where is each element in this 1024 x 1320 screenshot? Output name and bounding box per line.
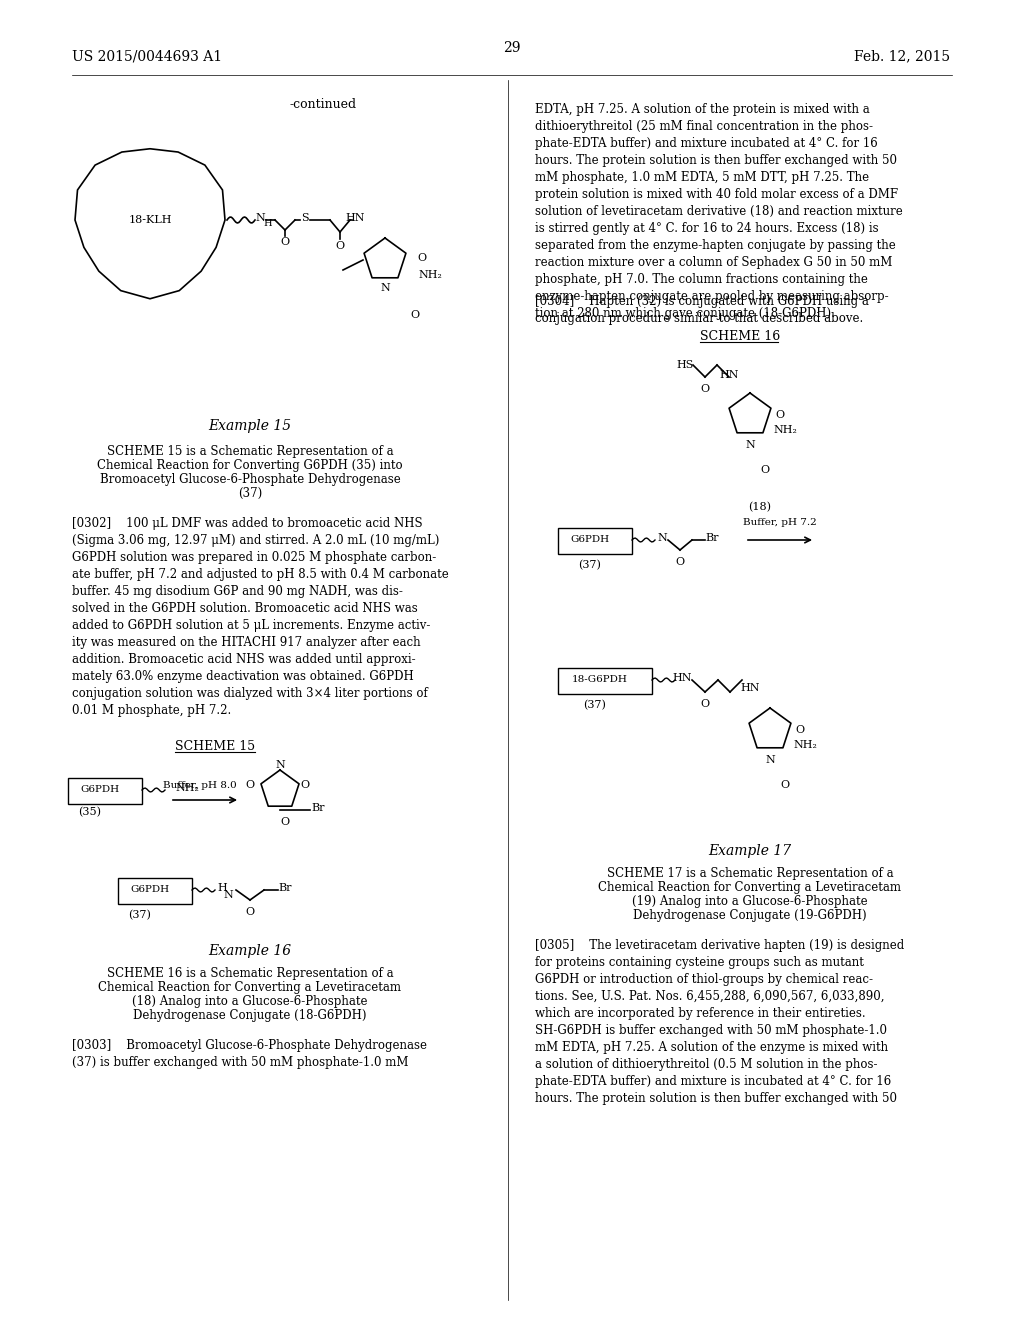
Text: Dehydrogenase Conjugate (19-G6PDH): Dehydrogenase Conjugate (19-G6PDH) bbox=[633, 909, 866, 921]
FancyBboxPatch shape bbox=[118, 878, 193, 904]
Text: N: N bbox=[657, 533, 667, 543]
Text: [0305]    The levetiracetam derivative hapten (19) is designed
for proteins cont: [0305] The levetiracetam derivative hapt… bbox=[535, 939, 904, 1105]
Text: S: S bbox=[301, 213, 309, 223]
Text: N: N bbox=[765, 755, 775, 766]
Text: N: N bbox=[255, 213, 265, 223]
Text: SCHEME 16: SCHEME 16 bbox=[699, 330, 780, 343]
Text: (37): (37) bbox=[129, 909, 152, 920]
Text: O: O bbox=[761, 465, 770, 475]
Text: (37): (37) bbox=[238, 487, 262, 500]
Text: SCHEME 17 is a Schematic Representation of a: SCHEME 17 is a Schematic Representation … bbox=[606, 867, 893, 880]
Text: HN: HN bbox=[345, 213, 365, 223]
Text: Bromoacetyl Glucose-6-Phosphate Dehydrogenase: Bromoacetyl Glucose-6-Phosphate Dehydrog… bbox=[99, 473, 400, 486]
Text: O: O bbox=[281, 238, 290, 247]
Text: Br: Br bbox=[311, 803, 325, 813]
FancyBboxPatch shape bbox=[558, 528, 632, 554]
Text: O: O bbox=[780, 780, 790, 789]
Text: -continued: -continued bbox=[290, 98, 357, 111]
Text: EDTA, pH 7.25. A solution of the protein is mixed with a
dithioerythreitol (25 m: EDTA, pH 7.25. A solution of the protein… bbox=[535, 103, 903, 319]
Text: O: O bbox=[418, 253, 427, 263]
Text: (37): (37) bbox=[579, 560, 601, 570]
Text: N: N bbox=[223, 890, 232, 900]
Text: Chemical Reaction for Converting a Levetiracetam: Chemical Reaction for Converting a Levet… bbox=[98, 981, 401, 994]
Text: US 2015/0044693 A1: US 2015/0044693 A1 bbox=[72, 49, 222, 63]
Text: HS: HS bbox=[676, 360, 693, 370]
FancyBboxPatch shape bbox=[558, 668, 652, 694]
Text: SCHEME 15: SCHEME 15 bbox=[175, 741, 255, 752]
Text: NH₂: NH₂ bbox=[175, 783, 199, 793]
Text: SCHEME 15 is a Schematic Representation of a: SCHEME 15 is a Schematic Representation … bbox=[106, 445, 393, 458]
Text: O: O bbox=[300, 780, 309, 789]
Text: O: O bbox=[775, 411, 784, 420]
Text: (18) Analog into a Glucose-6-Phosphate: (18) Analog into a Glucose-6-Phosphate bbox=[132, 995, 368, 1008]
Text: N: N bbox=[745, 440, 755, 450]
Text: O: O bbox=[796, 725, 805, 735]
Text: Dehydrogenase Conjugate (18-G6PDH): Dehydrogenase Conjugate (18-G6PDH) bbox=[133, 1008, 367, 1022]
Text: SCHEME 16 is a Schematic Representation of a: SCHEME 16 is a Schematic Representation … bbox=[106, 968, 393, 979]
Text: O: O bbox=[246, 780, 255, 789]
Text: Feb. 12, 2015: Feb. 12, 2015 bbox=[854, 49, 950, 63]
Text: [0304]    Hapten (32) is conjugated with G6PDH using a
conjugation procedure sim: [0304] Hapten (32) is conjugated with G6… bbox=[535, 294, 869, 325]
Text: Chemical Reaction for Converting a Levetiracetam: Chemical Reaction for Converting a Levet… bbox=[598, 880, 901, 894]
Text: NH₂: NH₂ bbox=[793, 741, 817, 750]
Text: 29: 29 bbox=[503, 41, 521, 55]
Text: Br: Br bbox=[279, 883, 292, 894]
Text: Buffer, pH 7.2: Buffer, pH 7.2 bbox=[743, 517, 817, 527]
Text: G6PDH: G6PDH bbox=[130, 886, 170, 895]
Text: O: O bbox=[281, 817, 290, 828]
Text: O: O bbox=[246, 907, 255, 917]
Text: G6PDH: G6PDH bbox=[81, 785, 120, 795]
Text: Example 15: Example 15 bbox=[209, 418, 292, 433]
Text: HN: HN bbox=[740, 682, 760, 693]
Text: Example 16: Example 16 bbox=[209, 944, 292, 958]
Text: (18): (18) bbox=[749, 502, 771, 512]
Text: O: O bbox=[700, 700, 710, 709]
Text: H: H bbox=[264, 219, 272, 227]
Text: O: O bbox=[676, 557, 685, 568]
Text: O: O bbox=[336, 242, 344, 251]
Text: O: O bbox=[411, 310, 420, 319]
Text: HN: HN bbox=[672, 673, 692, 682]
Text: [0303]    Bromoacetyl Glucose-6-Phosphate Dehydrogenase
(37) is buffer exchanged: [0303] Bromoacetyl Glucose-6-Phosphate D… bbox=[72, 1039, 427, 1069]
Text: HN: HN bbox=[719, 370, 738, 380]
Text: (35): (35) bbox=[79, 807, 101, 817]
Text: Br: Br bbox=[706, 533, 719, 543]
Text: H: H bbox=[217, 883, 227, 894]
FancyBboxPatch shape bbox=[68, 777, 142, 804]
Text: NH₂: NH₂ bbox=[773, 425, 797, 436]
Text: NH₂: NH₂ bbox=[418, 271, 442, 280]
Text: [0302]    100 μL DMF was added to bromoacetic acid NHS
(Sigma 3.06 mg, 12.97 μM): [0302] 100 μL DMF was added to bromoacet… bbox=[72, 517, 449, 717]
Text: N: N bbox=[380, 282, 390, 293]
Text: Buffer, pH 8.0: Buffer, pH 8.0 bbox=[163, 781, 237, 789]
Text: (19) Analog into a Glucose-6-Phosphate: (19) Analog into a Glucose-6-Phosphate bbox=[632, 895, 867, 908]
Text: Example 17: Example 17 bbox=[709, 843, 792, 858]
Text: 18-G6PDH: 18-G6PDH bbox=[572, 676, 628, 685]
Text: G6PDH: G6PDH bbox=[570, 536, 609, 544]
Text: Chemical Reaction for Converting G6PDH (35) into: Chemical Reaction for Converting G6PDH (… bbox=[97, 459, 402, 473]
Text: 18-KLH: 18-KLH bbox=[128, 215, 172, 224]
Text: (37): (37) bbox=[584, 700, 606, 710]
Text: O: O bbox=[700, 384, 710, 393]
Text: N: N bbox=[275, 760, 285, 770]
